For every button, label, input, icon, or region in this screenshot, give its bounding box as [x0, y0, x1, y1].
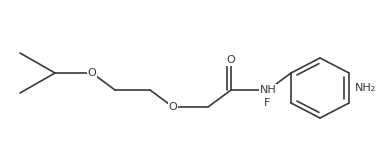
Text: O: O [227, 55, 235, 65]
Text: NH: NH [260, 85, 276, 95]
Text: O: O [88, 68, 96, 78]
Text: NH₂: NH₂ [355, 83, 376, 93]
Text: O: O [169, 102, 178, 112]
Text: F: F [264, 98, 270, 108]
